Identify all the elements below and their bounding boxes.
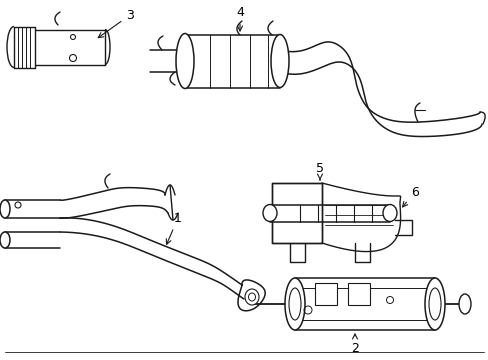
Ellipse shape bbox=[270, 35, 288, 87]
Ellipse shape bbox=[0, 232, 10, 248]
Ellipse shape bbox=[285, 278, 305, 330]
Ellipse shape bbox=[288, 288, 301, 320]
Text: 4: 4 bbox=[236, 5, 244, 31]
Ellipse shape bbox=[382, 204, 396, 221]
Ellipse shape bbox=[424, 278, 444, 330]
Text: 2: 2 bbox=[350, 334, 358, 355]
Text: 6: 6 bbox=[402, 185, 418, 207]
Text: 1: 1 bbox=[166, 212, 182, 244]
Bar bbox=[314, 283, 336, 305]
Bar bbox=[347, 283, 369, 305]
Ellipse shape bbox=[428, 288, 440, 320]
Ellipse shape bbox=[176, 33, 194, 89]
Text: 3: 3 bbox=[98, 9, 134, 38]
Bar bbox=[271, 183, 321, 243]
Ellipse shape bbox=[0, 200, 10, 218]
Ellipse shape bbox=[244, 289, 259, 305]
Ellipse shape bbox=[458, 294, 470, 314]
Ellipse shape bbox=[263, 204, 276, 221]
Text: 5: 5 bbox=[315, 162, 324, 180]
